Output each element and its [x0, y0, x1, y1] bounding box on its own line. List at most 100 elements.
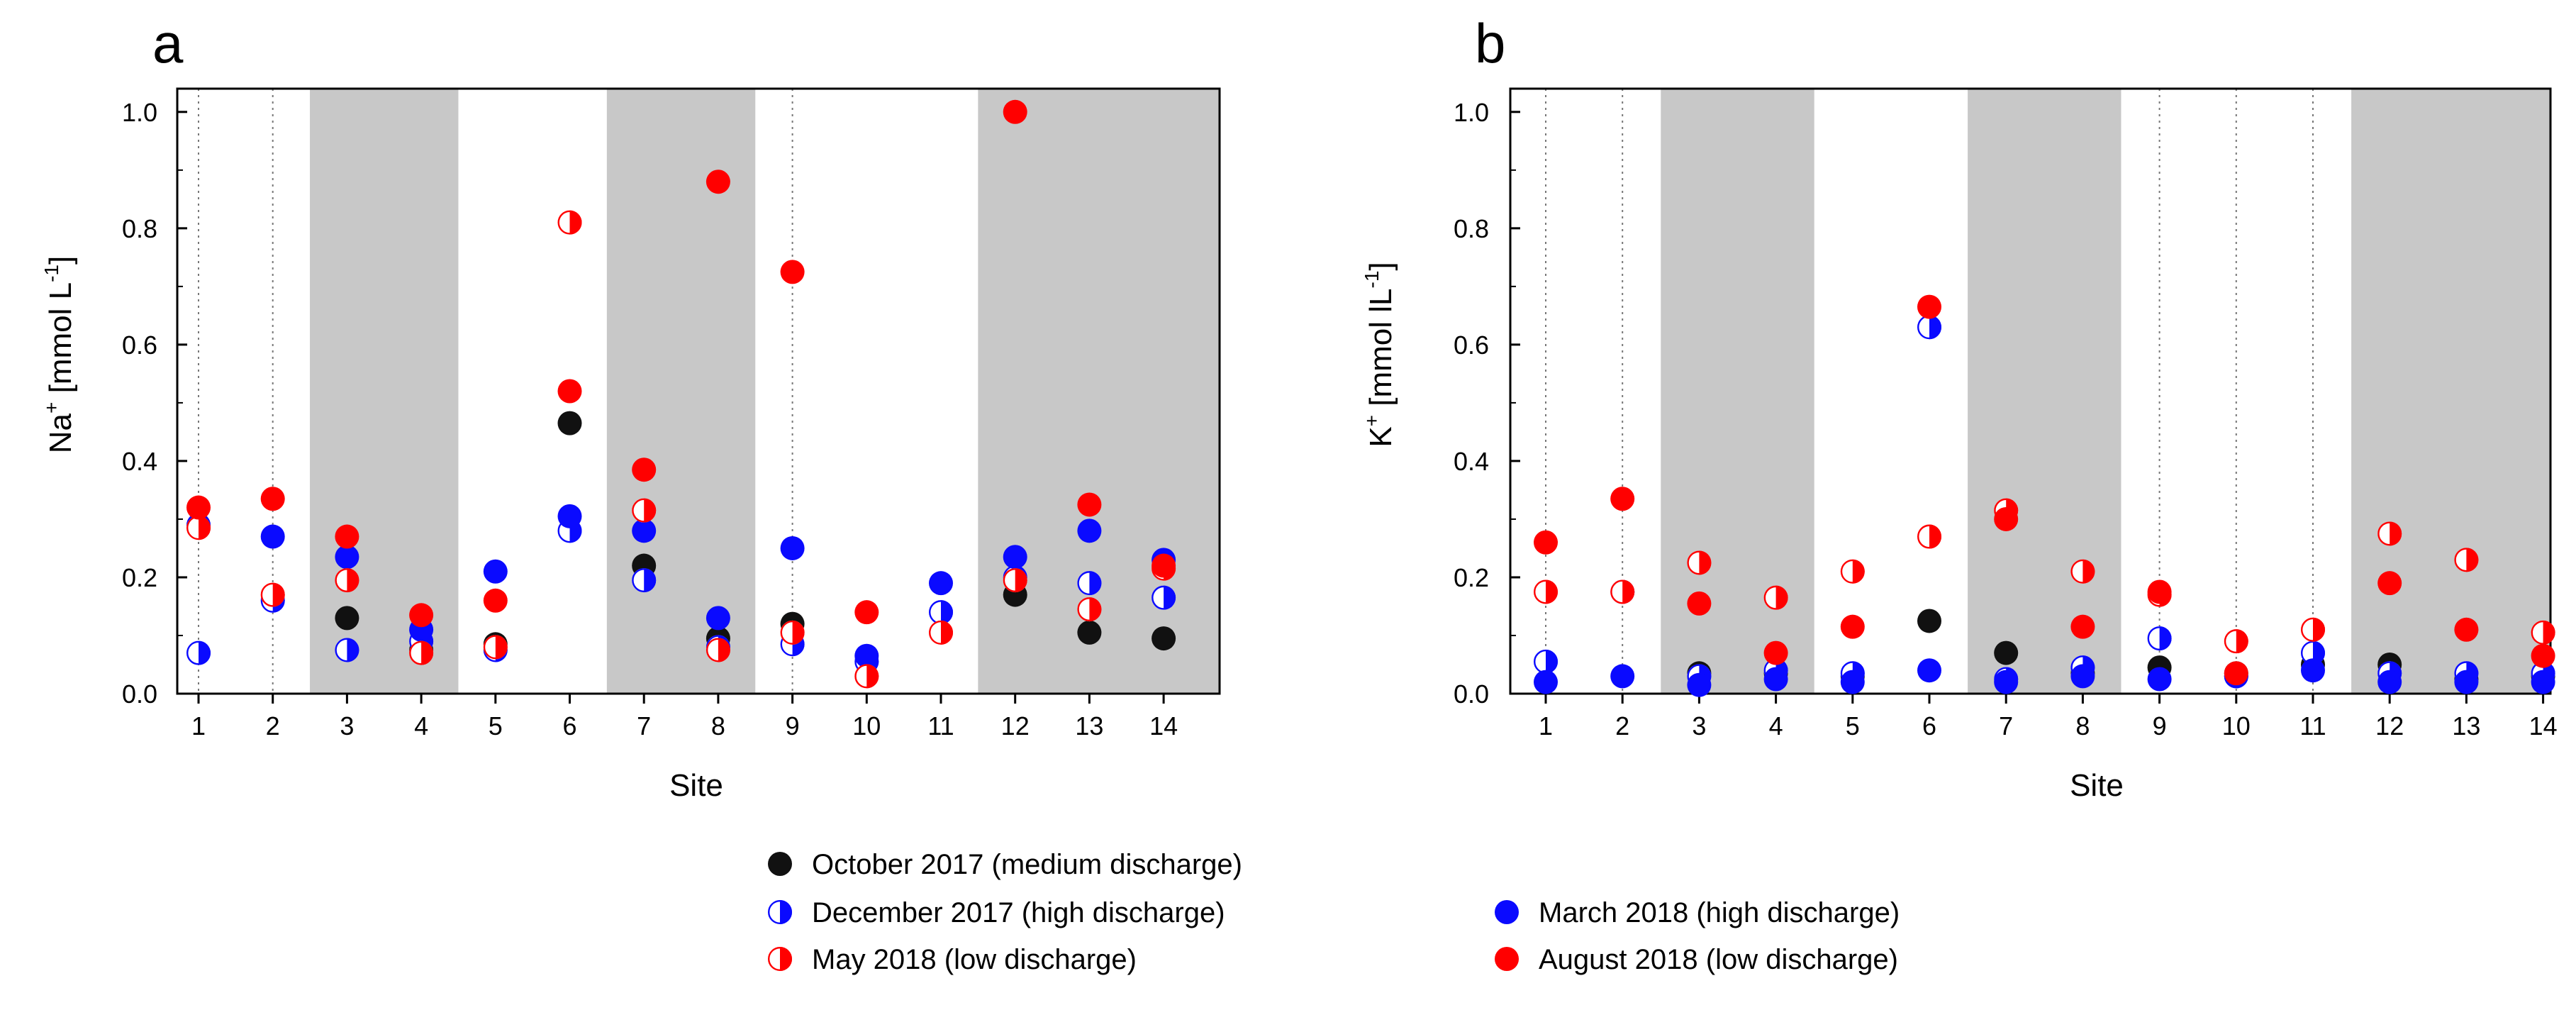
panel-b-point-s4-site-1-shape: [1534, 530, 1558, 555]
panel-a-point-s0-site-3-shape: [335, 606, 359, 631]
legend-label: October 2017 (medium discharge): [812, 849, 1242, 880]
panel-b-point-s0-site-6: [1917, 609, 1941, 633]
panel-b-data-points: [1533, 294, 2555, 697]
panel-b-point-s2-site-13: [2454, 670, 2479, 694]
panel-a-point-s3-site-4: [409, 640, 434, 665]
panel-a-y-label-unit-sup: -1: [40, 265, 62, 282]
legend-marker-black-circle: [768, 852, 792, 876]
panel-b-xtick-label-10: 10: [2222, 711, 2251, 740]
panel-a-point-s3-site-6: [557, 210, 582, 235]
legend-marker-red-circle-dot: [1495, 947, 1519, 971]
panel-b-point-s3-site-8-ring: [2070, 559, 2095, 584]
panel-b-xtick-label-5: 5: [1846, 711, 1860, 740]
panel-a-point-s2-site-12: [1003, 545, 1027, 570]
legend-marker-black-circle-dot-shape: [768, 852, 792, 876]
panel-a-point-s4-site-13-shape: [1077, 492, 1102, 517]
panel-b-point-s3-site-11: [2300, 617, 2326, 642]
panel-b-point-s2-site-4-shape: [1763, 667, 1788, 692]
panel-a-point-s3-site-7: [632, 498, 657, 523]
panel-a-point-s2-site-3-shape: [335, 545, 359, 570]
panel-a-point-s3-site-11: [928, 620, 954, 645]
panel-a-point-s3-site-1: [186, 516, 211, 540]
panel-a-point-s4-site-6: [557, 379, 582, 404]
legend-label: August 2018 (low discharge): [1539, 944, 1898, 975]
panel-a-point-s4-site-8: [706, 170, 730, 194]
panel-b-point-s3-site-4-ring: [1763, 585, 1788, 610]
panel-a-point-s1-site-3-ring: [335, 638, 359, 662]
panel-b-xtick-label-1: 1: [1539, 711, 1553, 740]
panel-a-point-s4-site-7-shape: [632, 457, 657, 482]
legend-marker-half-blue-circle-dot: [767, 899, 793, 925]
panel-b-point-s4-site-5-shape: [1840, 614, 1865, 639]
panel-b-point-s2-site-6: [1917, 658, 1941, 683]
panel-a-point-s4-site-2-shape: [260, 487, 285, 511]
legend-item-august-2018: August 2018 (low discharge): [1495, 944, 1898, 975]
panel-a-point-s3-site-8-ring: [706, 638, 730, 662]
panel-a-xtick-label-4: 4: [414, 711, 428, 740]
panel-a-xtick-label-1: 1: [191, 711, 206, 740]
panel-a-point-s1-site-3: [335, 638, 359, 662]
panel-a-point-s1-site-1-ring: [186, 640, 211, 665]
panel-a-point-s2-site-6: [557, 504, 582, 528]
panel-a-point-s4-site-1-shape: [186, 495, 211, 520]
legend-marker-half-red-circle-dot-ring: [767, 946, 793, 972]
panel-b-point-s2-site-13-shape: [2454, 670, 2479, 694]
panel-a-point-s4-site-7: [632, 457, 657, 482]
panel-a-point-s4-site-4: [409, 603, 434, 628]
panel-a-point-s4-site-12: [1003, 99, 1027, 124]
panel-a-y-axis-label: Na+ [mmol L-1]: [40, 256, 78, 453]
panel-a-ytick-label-4: 0.8: [122, 214, 157, 243]
panel-a-point-s4-site-6-shape: [557, 379, 582, 404]
panel-b-point-s2-site-1: [1534, 670, 1558, 694]
panel-a-point-s2-site-13-shape: [1077, 518, 1102, 543]
panel-a-xtick-label-13: 13: [1075, 711, 1103, 740]
panel-a-ytick-label-1: 0.2: [122, 563, 157, 592]
panel-a-point-s4-site-14-shape: [1152, 553, 1176, 578]
panel-b-xtick-label-7: 7: [1999, 711, 2013, 740]
panel-a-point-s2-site-7: [632, 518, 657, 543]
panel-a-point-s2-site-10: [854, 643, 879, 668]
panel-a-point-s2-site-13: [1077, 518, 1102, 543]
panel-b-point-s1-site-1: [1533, 649, 1559, 674]
panel-b-xtick-label-13: 13: [2452, 711, 2480, 740]
panel-b-x-axis: 1 2 3 4 5 6 7 8 9 10 11 12 13 14: [1539, 694, 2558, 740]
panel-b-y-axis: 0.0 0.2 0.4 0.6 0.8 1.0: [1454, 98, 1520, 709]
panel-a-point-s1-site-7-ring: [632, 568, 657, 593]
panel-a-point-s3-site-13-ring: [1077, 597, 1102, 622]
panel-b-x-axis-label: Site: [2070, 768, 2124, 803]
legend-marker-half-blue-circle: [767, 899, 793, 925]
panel-a-point-s3-site-8: [706, 638, 730, 662]
legend-marker-red-circle: [1495, 947, 1519, 971]
panel-a-point-s2-site-2: [260, 524, 285, 549]
panel-a-point-s0-site-14: [1152, 626, 1176, 651]
panel-b-point-s4-site-14: [2531, 643, 2555, 668]
panel-b-point-s4-site-7: [1994, 506, 2019, 531]
panel-a-xtick-label-7: 7: [637, 711, 651, 740]
panel-a-point-s2-site-9: [780, 535, 805, 560]
panel-b-point-s3-site-14: [2531, 620, 2555, 645]
panel-a-point-s2-site-5: [483, 559, 508, 584]
panel-b-y-label-unit: [mmol lL: [1364, 288, 1398, 414]
panel-b-point-s4-site-10-shape: [2224, 661, 2248, 686]
panel-b-xtick-label-4: 4: [1769, 711, 1783, 740]
panel-a-y-label-main: Na: [43, 413, 78, 453]
panel-a-point-s2-site-6-shape: [557, 504, 582, 528]
panel-b-chart: 0.00.20.40.60.81.0 1 2 3 4 5 6 7 8 9 10 11 12 13 14 b…: [1361, 12, 2558, 803]
panel-b-point-s4-site-5: [1840, 614, 1865, 639]
panel-a-point-s4-site-2: [260, 487, 285, 511]
panel-b-ytick-label-1: 0.2: [1454, 563, 1489, 592]
panel-a-point-s2-site-2-shape: [260, 524, 285, 549]
panel-a-point-s4-site-10: [854, 600, 879, 625]
panel-a-point-s4-site-13: [1077, 492, 1102, 517]
panel-b-y-label-sup: +: [1361, 415, 1383, 426]
panel-b-point-s2-site-12: [2377, 670, 2402, 694]
panel-b-point-s3-site-8: [2070, 559, 2095, 584]
panel-a-shade-0: [310, 89, 459, 694]
panel-a-ytick-label-0: 0.0: [122, 679, 157, 709]
panel-b-point-s0-site-7-shape: [1994, 640, 2019, 665]
panel-a-point-s0-site-14-shape: [1152, 626, 1176, 651]
panel-b-point-s4-site-1: [1534, 530, 1558, 555]
panel-a-point-s0-site-13: [1077, 620, 1102, 645]
panel-a-point-s1-site-13: [1077, 571, 1102, 596]
